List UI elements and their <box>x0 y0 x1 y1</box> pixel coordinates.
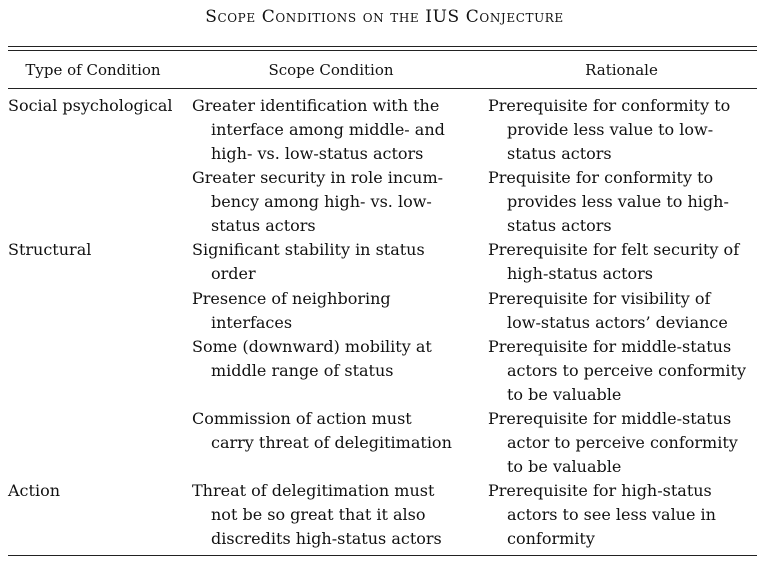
table-caption: Scope Conditions on the IUS Conjecture <box>205 7 564 27</box>
table-row-1-condition: Greater security in role incum- bency am… <box>192 168 444 235</box>
bottom-rule <box>8 555 757 556</box>
table-row-5-condition: Commission of action must carry threat o… <box>192 409 452 452</box>
header-scope-condition: Scope Condition <box>268 61 394 79</box>
table-row-4-rationale: Prerequisite for middle-status actors to… <box>488 337 747 404</box>
table-row-2-condition: Significant stability in status order <box>192 240 425 283</box>
table-row-2-type: Structural <box>8 240 92 259</box>
table-row-2-rationale: Prerequisite for felt security of high-s… <box>488 240 740 283</box>
table-row-6-rationale: Prerequisite for high-status actors to s… <box>488 481 716 548</box>
top-rule <box>8 46 757 47</box>
top-rule-double <box>8 50 757 51</box>
table-row-0-type: Social psychological <box>8 96 173 115</box>
header-rationale: Rationale <box>585 61 658 79</box>
table-row-1-rationale: Prequisite for conformity to provides le… <box>488 168 729 235</box>
header-type-of-condition: Type of Condition <box>25 61 161 79</box>
header-rule <box>8 88 757 89</box>
table-row-5-rationale: Prerequisite for middle-status actor to … <box>488 409 738 476</box>
table-row-6-type: Action <box>8 481 60 500</box>
table-row-4-condition: Some (downward) mobility at middle range… <box>192 337 432 380</box>
table-row-0-rationale: Prerequisite for conformity to provide l… <box>488 96 731 163</box>
table-row-6-condition: Threat of delegitimation must not be so … <box>192 481 442 548</box>
table-row-0-condition: Greater identification with the interfac… <box>192 96 445 163</box>
table-row-3-rationale: Prerequisite for visibility of low-statu… <box>488 289 728 332</box>
table-row-3-condition: Presence of neighboring interfaces <box>192 289 391 332</box>
